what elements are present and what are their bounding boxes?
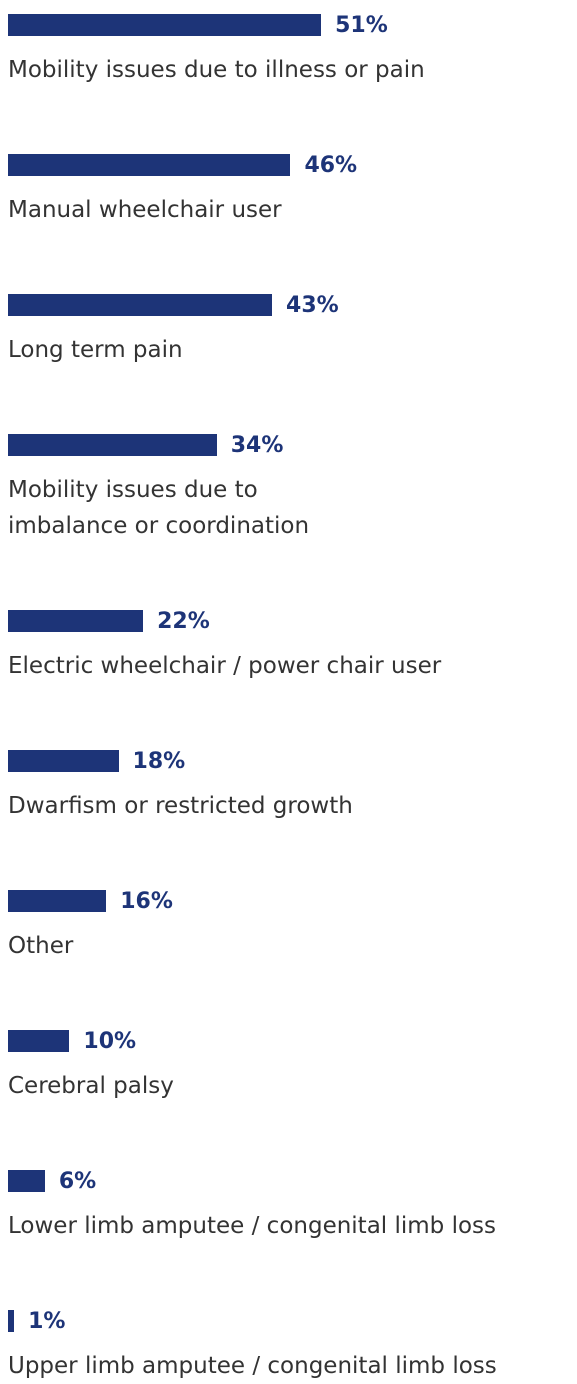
category-label: Dwarfism or restricted growth <box>8 793 353 819</box>
category-label: Mobility issues due to illness or pain <box>8 57 425 83</box>
bar-row: 34% <box>8 432 577 458</box>
bar-row: 22% <box>8 608 577 634</box>
value-label: 43% <box>286 292 339 318</box>
bar-item: 18% Dwarfism or restricted growth <box>8 748 577 824</box>
bar <box>8 154 291 176</box>
bar-row: 51% <box>8 12 577 38</box>
bar-item: 34% Mobility issues due to imbalance or c… <box>8 432 577 544</box>
category-label: Lower limb amputee / congenital limb los… <box>8 1213 497 1239</box>
bar <box>8 750 119 772</box>
bar-row: 6% <box>8 1168 577 1194</box>
bar-row: 46% <box>8 152 577 178</box>
bar-item: 46% Manual wheelchair user <box>8 152 577 228</box>
category-label: Cerebral palsy <box>8 1073 174 1099</box>
value-label: 1% <box>28 1308 66 1334</box>
bar-row: 16% <box>8 888 577 914</box>
bar <box>8 14 322 36</box>
value-label: 10% <box>83 1028 137 1054</box>
category-label: Manual wheelchair user <box>8 197 282 223</box>
bar-row: 10% <box>8 1028 577 1054</box>
category-label: Upper limb amputee / congenital limb los… <box>8 1353 497 1379</box>
bar-item: 22% Electric wheelchair / power chair use… <box>8 608 577 684</box>
value-label: 46% <box>304 152 358 178</box>
bar <box>8 1030 70 1052</box>
bar-row: 43% <box>8 292 577 318</box>
bar <box>8 610 144 632</box>
value-label: 34% <box>230 432 284 458</box>
value-label: 16% <box>120 888 173 914</box>
bar-row: 18% <box>8 748 577 774</box>
bar-item: 43% Long term pain <box>8 292 577 368</box>
category-label: Mobility issues due to imbalance or coor… <box>8 477 310 539</box>
bar <box>8 1170 45 1192</box>
bar <box>8 434 217 456</box>
bar-item: 6% Lower limb amputee / congenital limb l… <box>8 1168 577 1244</box>
bar-item: 1% Upper limb amputee / congenital limb l… <box>8 1308 577 1384</box>
bar <box>8 294 273 316</box>
bar-item: 16% Other <box>8 888 577 964</box>
bar-item: 10% Cerebral palsy <box>8 1028 577 1104</box>
bar <box>8 890 107 912</box>
value-label: 51% <box>335 12 388 38</box>
value-label: 6% <box>58 1168 97 1194</box>
category-label: Electric wheelchair / power chair user <box>8 653 442 679</box>
bar-row: 1% <box>8 1308 577 1334</box>
value-label: 22% <box>157 608 210 634</box>
category-label: Other <box>8 933 74 959</box>
bar <box>8 1310 15 1332</box>
bar-item: 51% Mobility issues due to illness or pai… <box>8 12 577 88</box>
category-label: Long term pain <box>8 337 183 363</box>
value-label: 18% <box>132 748 186 774</box>
